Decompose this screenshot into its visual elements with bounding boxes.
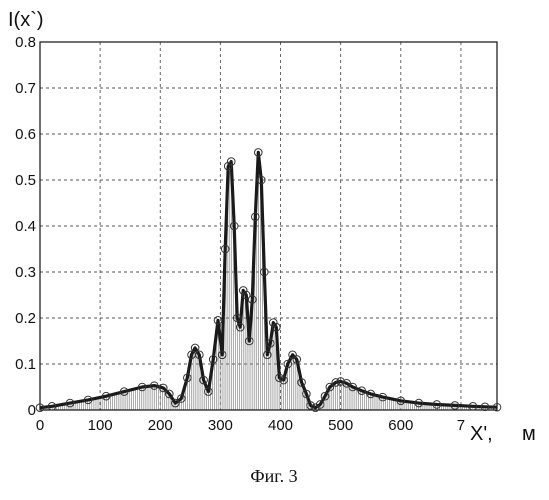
sample-stems bbox=[41, 163, 493, 410]
x-tick-label: 7 bbox=[457, 417, 465, 434]
y-tick-label: 0.3 bbox=[15, 264, 36, 281]
figure-caption: Фиг. 3 bbox=[250, 466, 297, 486]
x-tick-label: 300 bbox=[208, 417, 233, 434]
x-axis-unit: м bbox=[522, 423, 536, 445]
y-tick-label: 0.5 bbox=[15, 172, 36, 189]
x-tick-label: 100 bbox=[88, 417, 113, 434]
x-tick-label: 0 bbox=[36, 417, 44, 434]
x-tick-label: 200 bbox=[148, 417, 173, 434]
y-tick-label: 0.1 bbox=[15, 356, 36, 373]
y-tick-label: 0.4 bbox=[15, 218, 36, 235]
y-tick-label: 0.7 bbox=[15, 80, 36, 97]
x-tick-label: 400 bbox=[268, 417, 293, 434]
y-tick-label: 0.2 bbox=[15, 310, 36, 327]
y-tick-label: 0.6 bbox=[15, 126, 36, 143]
x-axis-label: X', bbox=[470, 423, 493, 445]
tick-labels: 0 100 200 300 400 500 600 7 0 0.1 0.2 0.3 0.4 0.5 0.6 0… bbox=[15, 34, 465, 434]
y-tick-label: 0 bbox=[28, 402, 36, 419]
x-tick-label: 600 bbox=[388, 417, 413, 434]
y-tick-label: 0.8 bbox=[15, 34, 36, 51]
y-axis-label: I(x`) bbox=[8, 9, 44, 31]
x-tick-label: 500 bbox=[328, 417, 353, 434]
